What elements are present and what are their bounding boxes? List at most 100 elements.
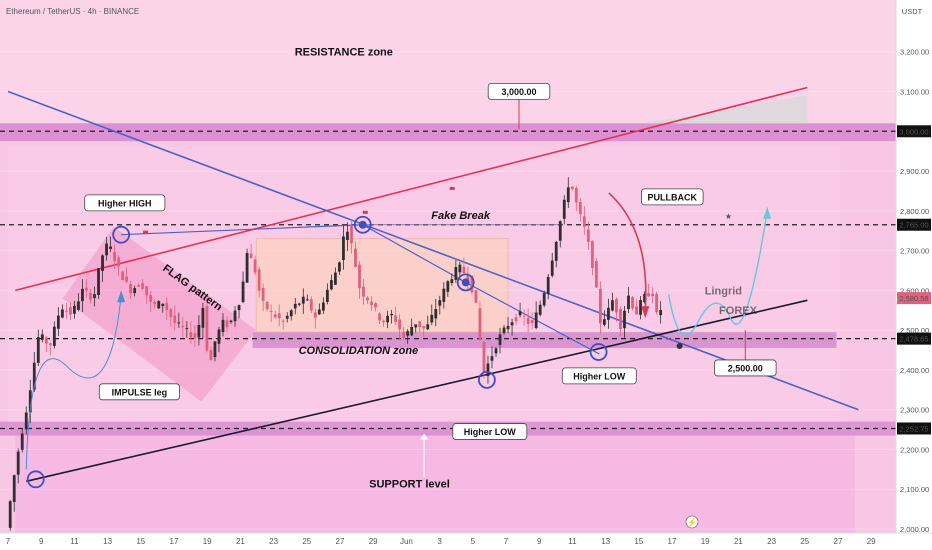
candle-body [40, 334, 44, 340]
y-tick-label: 2,200.00 [900, 445, 929, 454]
support-region [15, 429, 855, 533]
candle-body [165, 302, 169, 311]
candle-body [442, 288, 446, 302]
annotation-label: Higher LOW [573, 371, 626, 381]
candle-body [117, 257, 120, 267]
candle-body [534, 312, 538, 329]
x-tick-label: 7 [504, 537, 509, 546]
candle-body [402, 331, 406, 338]
candle-body [498, 334, 502, 345]
candle-body [105, 243, 108, 256]
candle-body [526, 317, 530, 324]
candle-body [189, 332, 193, 338]
candle-body [647, 293, 650, 297]
time-axis[interactable] [0, 533, 932, 550]
candle-body [635, 306, 638, 315]
x-tick-label: 19 [701, 537, 710, 546]
candle-body [462, 266, 466, 274]
candle-body [317, 309, 321, 315]
y-tick-label: 2,100.00 [900, 485, 929, 494]
flag-icon [143, 230, 149, 234]
annotation-label: Fake Break [431, 210, 491, 222]
candle-body [518, 311, 522, 316]
candle-body [293, 303, 297, 309]
annotation-label: Higher LOW [464, 427, 517, 437]
y-tick-label: 3,200.00 [900, 48, 929, 57]
candle-body [289, 310, 293, 317]
candle-body [482, 342, 486, 373]
candle-body [655, 293, 659, 313]
x-tick-label: 21 [236, 537, 245, 546]
candle-body [366, 297, 369, 301]
zone-consolidation [252, 332, 837, 349]
candle-body [20, 433, 24, 450]
candle-body [546, 276, 550, 294]
pivot-circle [456, 273, 475, 292]
price-axis[interactable] [896, 0, 932, 550]
x-tick-label: 21 [734, 537, 743, 546]
candle-body [225, 320, 229, 328]
candle-body [245, 252, 249, 283]
candle-body [450, 279, 454, 284]
price-tag [897, 422, 931, 435]
candle-body [398, 319, 402, 330]
x-tick-label: 15 [136, 537, 145, 546]
candle-body [325, 289, 329, 302]
candle-body [627, 295, 630, 310]
candle-body [542, 293, 546, 306]
y-tick-label: 3,100.00 [900, 87, 929, 96]
pivot-circle [589, 343, 608, 361]
annotation-label: IMPULSE leg [112, 387, 168, 397]
candle-body [643, 293, 646, 303]
candle-body [506, 326, 510, 330]
annotation-box [641, 188, 704, 206]
candle-body [514, 317, 518, 322]
watermark-logo: Lingrid [705, 285, 742, 297]
candle-body [438, 300, 442, 306]
candle-body [313, 312, 317, 318]
candle-body [157, 301, 161, 309]
lightning-glyph: ⚡ [687, 517, 697, 527]
candle-body [474, 290, 478, 303]
candle-body [446, 281, 450, 292]
candle-body [229, 320, 233, 323]
candle-body [623, 310, 626, 329]
star-icon: ★ [725, 212, 732, 221]
candle-body [149, 295, 153, 302]
symbol-title: Ethereum / TetherUS · 4h · BINANCE [6, 7, 139, 16]
x-tick-label: 29 [867, 537, 876, 546]
candle-body [205, 305, 209, 351]
candle-body [141, 283, 145, 289]
candle-body [101, 255, 104, 271]
lightning-icon[interactable] [685, 515, 699, 529]
price-tag [897, 125, 931, 138]
candle-body [659, 310, 663, 316]
trendline-0 [15, 86, 808, 292]
y-tick-label: 2,000.00 [900, 525, 929, 534]
candle-body [574, 187, 578, 203]
candle-body [338, 262, 341, 272]
candle-body [550, 260, 554, 276]
impulse-arrowhead [117, 290, 126, 303]
pullback-arrow [608, 192, 647, 311]
y-tick-label: 2,600.00 [900, 286, 929, 295]
x-tick-label: 23 [269, 537, 278, 546]
y-tick-label: 2,400.00 [900, 366, 929, 375]
x-tick-label: 23 [767, 537, 776, 546]
x-tick-label: 17 [668, 537, 677, 546]
candle-body [109, 246, 112, 249]
candle-body [631, 297, 634, 309]
x-tick-label: 7 [6, 537, 11, 546]
candle-body [334, 272, 337, 285]
candle-body [374, 303, 377, 308]
support-arrowhead [420, 433, 429, 440]
candle-body [611, 300, 614, 311]
candle-body [233, 310, 237, 322]
price-tag-label: 2,765.00 [899, 221, 928, 230]
candle-body [297, 303, 301, 305]
candle-body [44, 337, 48, 344]
candle-body [273, 314, 277, 318]
x-tick-label: 17 [170, 537, 179, 546]
candle-body [410, 327, 414, 336]
